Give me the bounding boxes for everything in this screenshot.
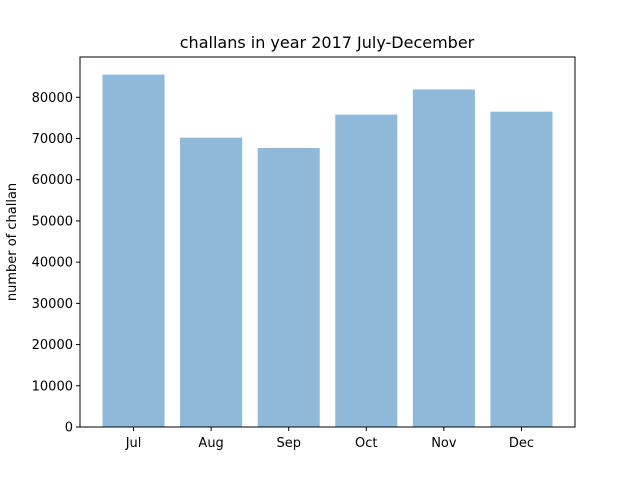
bars-group	[102, 74, 553, 427]
bar-oct	[335, 114, 398, 427]
y-axis-ticks: 0 10000 20000 30000 40000 50000 60000 70000 8000…	[32, 91, 80, 436]
x-axis-ticks: Jul Aug Sep Oct Nov Dec	[125, 427, 534, 451]
y-tick-label: 10000	[32, 379, 73, 394]
plot-area-frame	[79, 56, 576, 428]
x-tick-label: Aug	[198, 436, 223, 451]
y-tick-label: 30000	[32, 297, 73, 312]
x-tick-label: Jul	[125, 436, 142, 451]
x-tick-label: Sep	[276, 436, 301, 451]
bar-jul	[102, 74, 165, 427]
y-tick-label: 50000	[32, 214, 73, 229]
x-tick-label: Oct	[355, 436, 377, 451]
chart-title: challans in year 2017 July-December	[180, 33, 475, 52]
x-tick-label: Dec	[509, 436, 534, 451]
bar-aug	[180, 137, 243, 427]
bar-nov	[412, 89, 475, 427]
y-tick-label: 80000	[32, 91, 73, 106]
y-axis-label: number of challan	[5, 183, 20, 301]
x-tick-label: Nov	[431, 436, 457, 451]
y-tick-label: 60000	[32, 173, 73, 188]
bar-dec	[490, 111, 553, 427]
y-tick-label: 20000	[32, 338, 73, 353]
y-tick-label: 0	[65, 421, 73, 436]
y-tick-label: 40000	[32, 256, 73, 271]
y-tick-label: 70000	[32, 132, 73, 147]
bar-sep	[257, 147, 320, 427]
